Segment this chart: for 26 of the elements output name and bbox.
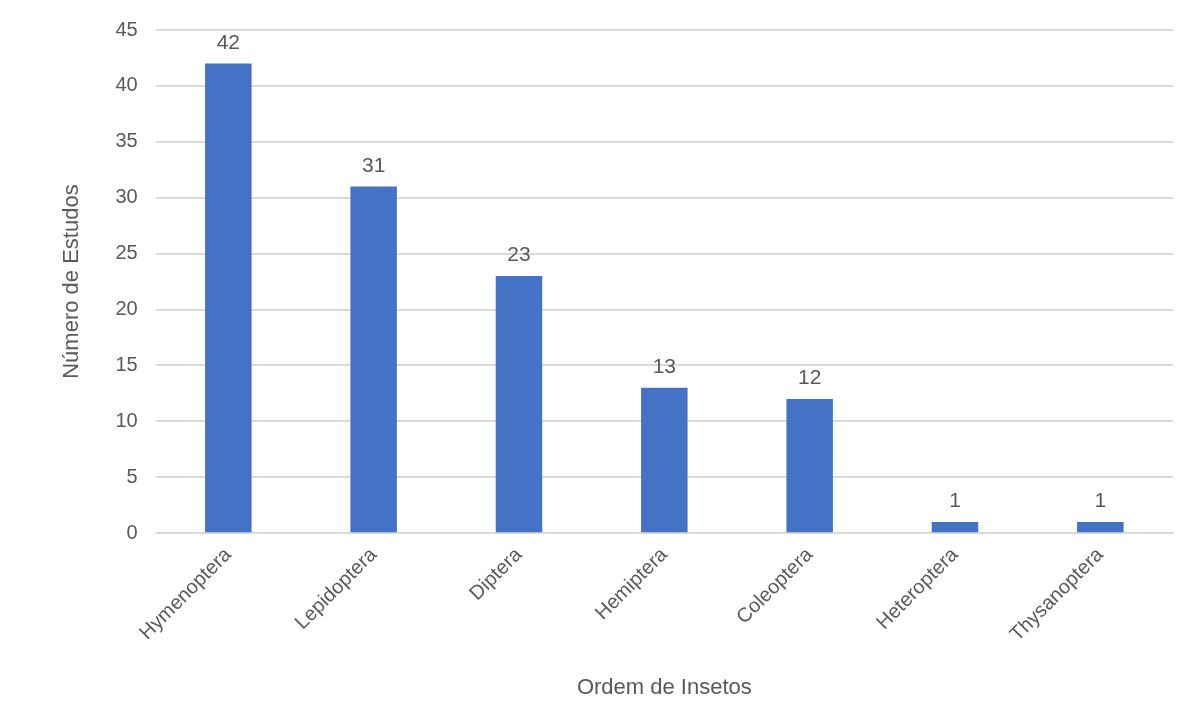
y-tick-label: 25 [115, 241, 138, 264]
data-label: 12 [797, 365, 822, 389]
bar [495, 275, 543, 533]
y-tick-label: 30 [115, 185, 138, 208]
data-label: 42 [216, 29, 240, 53]
bar [1077, 521, 1124, 533]
data-label: 1 [949, 488, 961, 512]
y-tick-label: 5 [126, 464, 138, 487]
data-label: 31 [361, 152, 386, 176]
data-label: 1 [1094, 488, 1107, 512]
bar [931, 521, 979, 533]
y-tick-label: 20 [115, 297, 138, 320]
data-label: 13 [652, 354, 676, 378]
bar [205, 63, 252, 533]
bar [786, 398, 833, 533]
y-tick-label: 40 [115, 73, 138, 96]
data-label: 23 [507, 242, 531, 266]
y-tick-label: 45 [115, 17, 138, 40]
x-axis-title: Ordem de Insetos [576, 673, 752, 699]
y-tick-label: 35 [115, 129, 138, 152]
bar [350, 186, 397, 533]
bar [641, 387, 688, 533]
y-axis-title: Número de Estudos [58, 184, 84, 379]
y-tick-label: 15 [115, 352, 138, 375]
y-tick-label: 10 [115, 408, 138, 431]
y-tick-label: 0 [126, 520, 138, 543]
